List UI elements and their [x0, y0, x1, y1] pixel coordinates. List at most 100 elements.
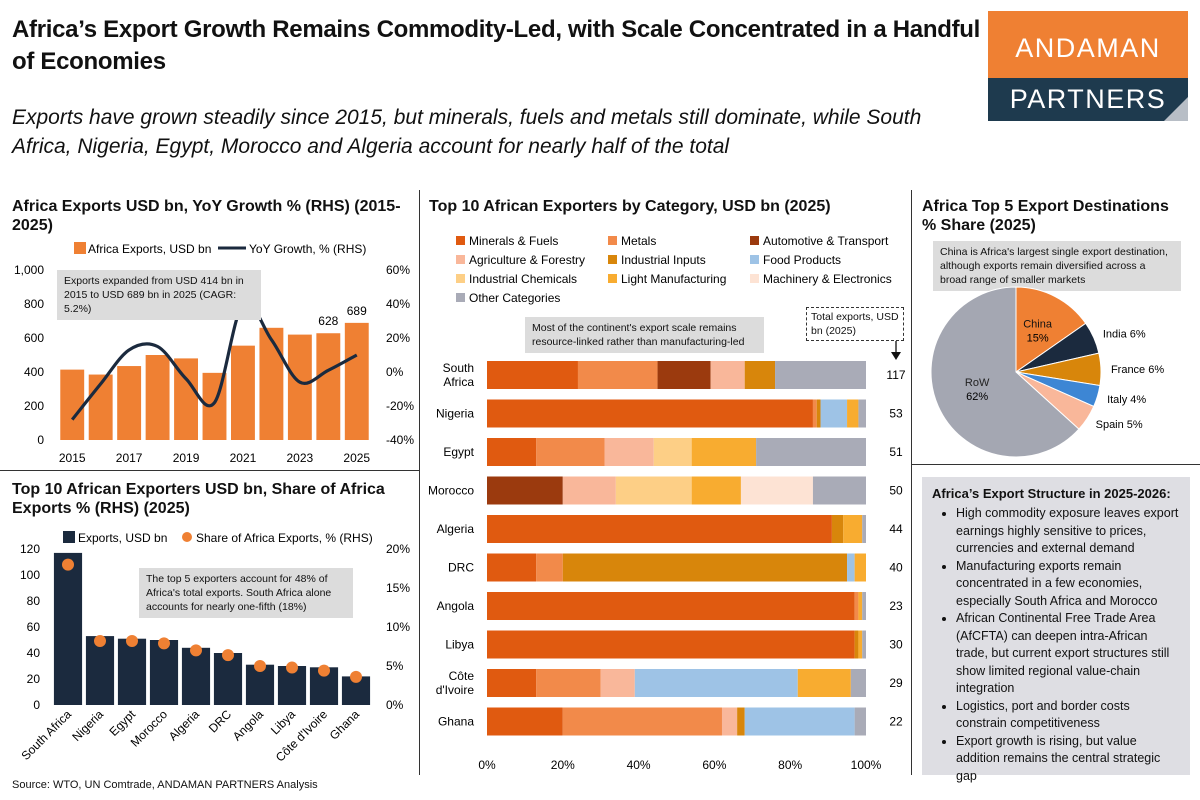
category-segment [850, 669, 866, 697]
legend-label-exports: Exports, USD bn [78, 531, 167, 545]
category-total: 50 [889, 484, 903, 498]
legend-swatch [456, 293, 465, 302]
export-bar [145, 355, 170, 440]
page-title: Africa’s Export Growth Remains Commodity… [12, 16, 980, 75]
legend-swatch-share [182, 532, 192, 542]
totals-arrowhead [891, 352, 901, 360]
export-structure-list: High commodity exposure leaves export ea… [922, 505, 1190, 785]
y-tick-left: 0 [37, 433, 44, 447]
pie-label: RoW [965, 377, 990, 389]
category-segment [744, 361, 776, 389]
category-row-label: Morocco [428, 484, 474, 498]
legend-label: Light Manufacturing [621, 272, 726, 286]
x-category-label: Algeria [166, 707, 203, 744]
category-row-label: d'Ivoire [436, 683, 475, 697]
category-segment [737, 707, 745, 736]
category-segment [487, 399, 813, 428]
legend-label: Metals [621, 234, 656, 248]
y-tick-left: 400 [24, 365, 44, 379]
category-row-label: Algeria [437, 522, 475, 536]
x-tick-label: 2017 [116, 451, 143, 465]
y-tick-left: 60 [27, 620, 41, 634]
export-structure-box: Africa’s Export Structure in 2025-2026: … [922, 477, 1190, 783]
share-marker [254, 660, 266, 672]
category-segment [487, 707, 563, 736]
category-segment [487, 515, 832, 543]
top10-exporters-annotation: The top 5 exporters account for 48% of A… [139, 568, 353, 618]
category-segment [740, 476, 813, 505]
exporter-bar [53, 552, 83, 705]
x-category-label: Nigeria [69, 707, 106, 744]
category-segment [847, 399, 859, 428]
legend-swatch [750, 236, 759, 245]
x-tick-label: 0% [478, 758, 496, 772]
growth-line [70, 300, 358, 421]
exporter-bar [117, 638, 147, 705]
category-row-label: Egypt [443, 445, 474, 459]
legend-swatch [608, 236, 617, 245]
exporter-bar [149, 640, 179, 705]
export-bar [259, 327, 284, 440]
pie-value: 62% [966, 391, 988, 403]
x-tick-label: 2019 [173, 451, 200, 465]
x-tick-label: 60% [702, 758, 726, 772]
legend-swatch [750, 255, 759, 264]
divider-right [911, 190, 912, 775]
x-category-label: South Africa [18, 707, 74, 763]
legend-swatch [608, 274, 617, 283]
y-tick-right: -40% [386, 433, 414, 447]
exports-growth-title: Africa Exports USD bn, YoY Growth % (RHS… [12, 198, 401, 234]
logo-line-2: PARTNERS [1009, 84, 1167, 114]
exporter-bar [181, 647, 211, 705]
category-segment [600, 669, 635, 697]
legend-label: Industrial Inputs [621, 253, 706, 267]
export-bar [60, 369, 85, 440]
export-data-label: 628 [318, 314, 338, 328]
category-segment [691, 438, 757, 466]
category-segment [536, 669, 601, 697]
category-mix-chart: Minerals & Fuels Metals Automotive & Trans… [428, 234, 906, 772]
destinations-title: Africa Top 5 Export Destinations % Share… [922, 198, 1169, 234]
divider-left-horizontal [0, 470, 419, 471]
category-segment [862, 592, 866, 620]
export-structure-bullet: Manufacturing exports remain concentrate… [956, 558, 1180, 611]
pie-value: 15% [1027, 333, 1049, 345]
category-segment [854, 630, 859, 659]
export-structure-bullet: Logistics, port and border costs constra… [956, 698, 1180, 733]
category-row-label: DRC [448, 561, 474, 575]
legend-label-growth: YoY Growth, % (RHS) [249, 242, 366, 256]
export-bar [174, 358, 198, 440]
legend-swatch [750, 274, 759, 283]
category-segment [487, 669, 537, 697]
y-tick-left: 100 [20, 568, 40, 582]
top10-exporters-title: Top 10 African Exporters USD bn, Share o… [12, 481, 385, 517]
legend-swatch-exports [74, 242, 86, 254]
category-segment [843, 515, 863, 543]
category-segment [744, 707, 855, 736]
share-marker [222, 649, 234, 662]
page-subtitle: Exports have grown steadily since 2015, … [12, 106, 922, 158]
y-tick-right: 5% [386, 659, 404, 673]
logo-corner-triangle [1164, 97, 1188, 121]
category-segment [775, 361, 866, 389]
legend-swatch [456, 255, 465, 264]
category-segment [820, 399, 848, 428]
x-tick-label: 40% [627, 758, 651, 772]
x-tick-label: 20% [551, 758, 575, 772]
divider-right-horizontal [911, 464, 1200, 465]
category-segment [657, 361, 711, 389]
category-segment [562, 707, 722, 736]
export-bar [117, 366, 142, 440]
legend-label: Food Products [763, 253, 841, 267]
category-segment [854, 592, 859, 620]
category-segment [653, 438, 692, 466]
category-total: 40 [889, 561, 903, 575]
pie-label: Italy 4% [1107, 394, 1146, 406]
category-segment [812, 399, 817, 428]
pie-label: France 6% [1111, 364, 1164, 376]
share-marker [286, 661, 298, 674]
category-total: 22 [889, 715, 903, 729]
exports-growth-annotation: Exports expanded from USD 414 bn in 2015… [57, 270, 261, 320]
x-category-label: Ghana [327, 707, 363, 743]
exports-growth-chart: Africa Exports, USD bn YoY Growth, % (RHS… [14, 242, 414, 465]
